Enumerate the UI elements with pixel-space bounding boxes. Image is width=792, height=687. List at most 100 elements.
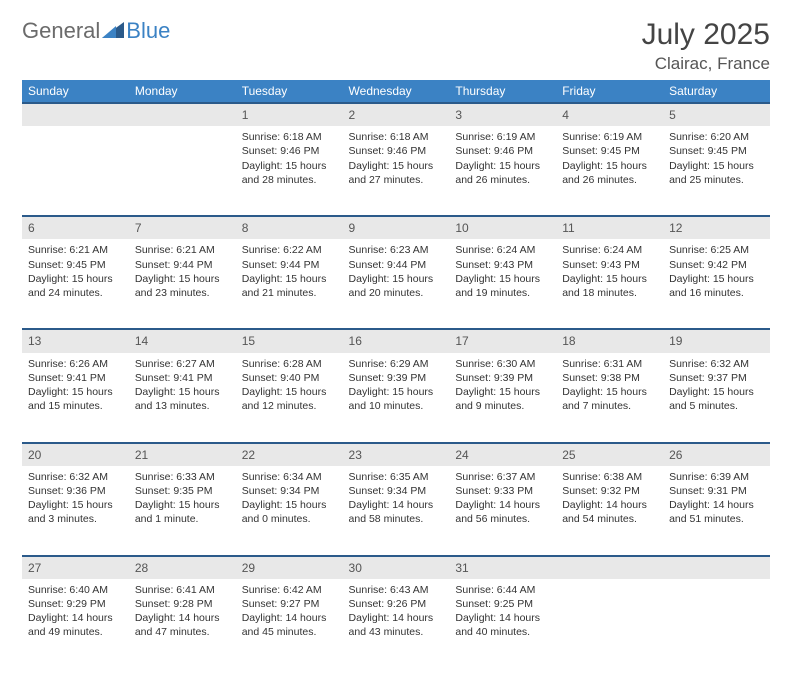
day-number [22, 104, 129, 126]
location-label: Clairac, France [642, 54, 770, 74]
daylight-line: Daylight: 15 hours and 0 minutes. [242, 498, 337, 526]
day-cell-body: Sunrise: 6:35 AMSunset: 9:34 PMDaylight:… [343, 466, 450, 537]
day-cell: Sunrise: 6:31 AMSunset: 9:38 PMDaylight:… [556, 353, 663, 443]
sunset-line: Sunset: 9:43 PM [455, 258, 550, 272]
sunset-line: Sunset: 9:44 PM [349, 258, 444, 272]
day-cell-body: Sunrise: 6:41 AMSunset: 9:28 PMDaylight:… [129, 579, 236, 650]
sunset-line: Sunset: 9:45 PM [669, 144, 764, 158]
sunrise-line: Sunrise: 6:26 AM [28, 357, 123, 371]
sunrise-line: Sunrise: 6:20 AM [669, 130, 764, 144]
sunrise-line: Sunrise: 6:22 AM [242, 243, 337, 257]
week-row: Sunrise: 6:26 AM Sunset: 9:41 PM Daylight:… [22, 353, 770, 443]
day-number: 5 [663, 104, 770, 126]
weekday-header: Sunday [22, 80, 129, 103]
day-cell: Sunrise: 6:40 AMSunset: 9:29 PMDaylight:… [22, 579, 129, 669]
day-number: 8 [236, 217, 343, 239]
day-cell-body: Sunrise: 6:19 AMSunset: 9:46 PMDaylight:… [449, 126, 556, 197]
daynum-cell [22, 103, 129, 126]
day-cell-body: Sunrise: 6:24 AMSunset: 9:43 PMDaylight:… [449, 239, 556, 310]
weekday-header: Wednesday [343, 80, 450, 103]
sunrise-line: Sunrise: 6:38 AM [562, 470, 657, 484]
day-number: 10 [449, 217, 556, 239]
daynum-cell: 31 [449, 556, 556, 579]
day-number: 2 [343, 104, 450, 126]
sunset-line: Sunset: 9:35 PM [135, 484, 230, 498]
daynum-row: 20212223242526 [22, 443, 770, 466]
sunrise-line: Sunrise: 6:39 AM [669, 470, 764, 484]
daynum-cell: 22 [236, 443, 343, 466]
day-number: 25 [556, 444, 663, 466]
daylight-line: Daylight: 15 hours and 27 minutes. [349, 159, 444, 187]
daynum-cell: 27 [22, 556, 129, 579]
daynum-cell: 24 [449, 443, 556, 466]
daylight-line: Daylight: 14 hours and 51 minutes. [669, 498, 764, 526]
day-cell: Sunrise: 6:24 AMSunset: 9:43 PMDaylight:… [556, 239, 663, 329]
day-cell-body: Sunrise: 6:34 AMSunset: 9:34 PMDaylight:… [236, 466, 343, 537]
day-cell-body: Sunrise: 6:21 AMSunset: 9:45 PMDaylight:… [22, 239, 129, 310]
brand-text-general: General [22, 18, 100, 44]
sunset-line: Sunset: 9:41 PM [135, 371, 230, 385]
day-number: 27 [22, 557, 129, 579]
daynum-cell: 19 [663, 329, 770, 352]
sunrise-line: Sunrise: 6:35 AM [349, 470, 444, 484]
calendar-table: SundayMondayTuesdayWednesdayThursdayFrid… [22, 80, 770, 669]
sunset-line: Sunset: 9:29 PM [28, 597, 123, 611]
sunrise-line: Sunrise: 6:18 AM [349, 130, 444, 144]
day-cell: Sunrise: 6:35 AMSunset: 9:34 PMDaylight:… [343, 466, 450, 556]
day-cell-body: Sunrise: 6:43 AMSunset: 9:26 PMDaylight:… [343, 579, 450, 650]
day-number: 29 [236, 557, 343, 579]
brand-triangle-icon [102, 18, 124, 44]
day-cell-body: Sunrise: 6:37 AMSunset: 9:33 PMDaylight:… [449, 466, 556, 537]
sunset-line: Sunset: 9:31 PM [669, 484, 764, 498]
sunset-line: Sunset: 9:45 PM [28, 258, 123, 272]
sunrise-line: Sunrise: 6:33 AM [135, 470, 230, 484]
daylight-line: Daylight: 15 hours and 23 minutes. [135, 272, 230, 300]
sunset-line: Sunset: 9:39 PM [455, 371, 550, 385]
weekday-header: Monday [129, 80, 236, 103]
daynum-row: 6789101112 [22, 216, 770, 239]
week-row: Sunrise: 6:40 AMSunset: 9:29 PMDaylight:… [22, 579, 770, 669]
day-cell-body: Sunrise: 6:18 AMSunset: 9:46 PMDaylight:… [343, 126, 450, 197]
day-cell: Sunrise: 6:44 AMSunset: 9:25 PMDaylight:… [449, 579, 556, 669]
daynum-cell: 6 [22, 216, 129, 239]
daylight-line: Daylight: 15 hours and 1 minute. [135, 498, 230, 526]
day-number: 21 [129, 444, 236, 466]
daynum-cell: 14 [129, 329, 236, 352]
sunrise-line: Sunrise: 6:21 AM [28, 243, 123, 257]
daynum-cell: 2 [343, 103, 450, 126]
day-cell: Sunrise: 6:34 AMSunset: 9:34 PMDaylight:… [236, 466, 343, 556]
daynum-cell: 20 [22, 443, 129, 466]
daynum-cell: 8 [236, 216, 343, 239]
daylight-line: Daylight: 15 hours and 26 minutes. [562, 159, 657, 187]
day-number [556, 557, 663, 579]
daynum-cell: 1 [236, 103, 343, 126]
day-cell: Sunrise: 6:21 AMSunset: 9:45 PMDaylight:… [22, 239, 129, 329]
daynum-cell: 12 [663, 216, 770, 239]
daynum-cell: 4 [556, 103, 663, 126]
daynum-cell: 7 [129, 216, 236, 239]
day-cell: Sunrise: 6:37 AMSunset: 9:33 PMDaylight:… [449, 466, 556, 556]
sunrise-line: Sunrise: 6:19 AM [562, 130, 657, 144]
day-cell: Sunrise: 6:21 AMSunset: 9:44 PMDaylight:… [129, 239, 236, 329]
day-cell: Sunrise: 6:18 AMSunset: 9:46 PMDaylight:… [343, 126, 450, 216]
day-number: 19 [663, 330, 770, 352]
brand-logo: General Blue [22, 18, 170, 44]
day-number: 3 [449, 104, 556, 126]
day-number: 31 [449, 557, 556, 579]
day-cell [663, 579, 770, 669]
daylight-line: Daylight: 15 hours and 12 minutes. [242, 385, 337, 413]
daylight-line: Daylight: 15 hours and 16 minutes. [669, 272, 764, 300]
sunset-line: Sunset: 9:46 PM [349, 144, 444, 158]
day-number: 22 [236, 444, 343, 466]
sunrise-line: Sunrise: 6:24 AM [455, 243, 550, 257]
day-number: 11 [556, 217, 663, 239]
calendar-page: General Blue July 2025 Clairac, France S… [0, 0, 792, 687]
weekday-header: Saturday [663, 80, 770, 103]
day-cell-body: Sunrise: 6:32 AMSunset: 9:37 PMDaylight:… [663, 353, 770, 424]
sunset-line: Sunset: 9:43 PM [562, 258, 657, 272]
sunset-line: Sunset: 9:34 PM [349, 484, 444, 498]
brand-text-blue: Blue [126, 18, 170, 44]
day-cell-body: Sunrise: 6:29 AMSunset: 9:39 PMDaylight:… [343, 353, 450, 424]
daylight-line: Daylight: 15 hours and 7 minutes. [562, 385, 657, 413]
daylight-line: Daylight: 15 hours and 26 minutes. [455, 159, 550, 187]
